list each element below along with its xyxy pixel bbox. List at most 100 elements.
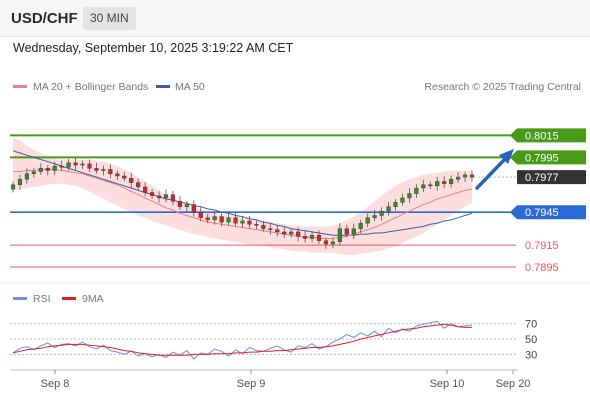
candle-body [59,165,64,168]
candle-body [407,193,412,199]
header-bar: USD/CHF 30 MIN [0,0,590,37]
candle-body [108,169,113,175]
candle-body [254,224,259,226]
candle-body [261,225,266,229]
candle-body [456,176,461,180]
candle-body [80,163,85,166]
level-label: 0.7945 [525,207,559,219]
ma20-legend-label: MA 20 + Bollinger Bands [33,81,148,93]
candle-body [462,174,468,178]
candle-body [449,179,454,184]
candle-body [31,171,36,175]
candle-body [233,217,238,224]
candle-body [358,222,363,229]
candlesticks [10,157,475,249]
candle-body [386,206,391,212]
x-tick-label: Sep 20 [496,378,531,390]
candle-body [24,173,29,180]
candle-body [17,179,23,185]
candle-body [73,162,78,166]
candle-body [421,184,426,189]
x-axis: Sep 8 Sep 9 Sep 10 Sep 20 [41,370,531,390]
rsi-ma-legend-swatch [62,297,76,300]
rsi-lines [12,320,473,360]
ma20-legend-swatch [13,85,27,88]
level-label: 0.7995 [525,152,559,164]
rsi-ma-line [12,323,472,356]
price-levels [10,134,516,268]
ma50-legend-swatch [156,85,170,88]
candle-body [219,216,224,223]
x-tick-label: Sep 8 [41,378,70,390]
candle-body [115,173,120,177]
candle-body [94,168,99,171]
green-level-tag [510,128,586,143]
candle-body [428,184,433,187]
forecast-arrow-icon [475,149,514,190]
candle-body [38,168,43,172]
symbol-label: USD/CHF [11,10,78,27]
candle-body [45,168,50,171]
candle-body [66,162,71,168]
candle-body [198,211,203,218]
bollinger-bands [13,137,472,255]
candle-body [191,204,196,213]
rsi-tick-label: 50 [525,334,537,346]
candle-body [205,217,210,221]
candle-body [177,201,182,207]
candle-body [435,181,440,187]
rsi-ma-legend-label: 9MA [82,293,104,305]
candle-body [379,210,384,216]
rsi-line [12,320,473,360]
candle-body [163,194,169,199]
x-tick-label: Sep 9 [237,378,266,390]
candle-body [136,182,141,188]
candle-body [122,175,127,179]
ma50-legend-label: MA 50 [175,81,205,93]
x-tick-label: Sep 10 [430,378,465,390]
rsi-legend-swatch [13,297,27,300]
rsi-tick-label: 30 [525,349,537,361]
candle-body [323,240,329,245]
credit-label: Research © 2025 Trading Central [424,81,581,93]
candle-body [400,197,405,203]
level-label: 0.8015 [525,130,559,142]
level-label: 0.7895 [525,262,559,274]
candle-body [372,215,377,218]
candle-body [129,177,134,183]
candle-body [156,195,162,199]
green-level-tag [510,150,586,165]
candle-body [316,235,322,241]
candle-body [10,184,16,190]
candle-body [282,231,287,235]
candle-body [393,202,398,207]
candle-body [309,235,315,239]
candle-body [330,241,335,245]
bollinger-band-area [13,137,472,255]
candle-body [414,187,419,194]
rsi-legend-label: RSI [33,293,51,305]
candle-body [184,204,189,207]
candle-body [240,220,245,224]
candle-body [351,228,356,235]
candle-body [337,228,342,243]
level-label: 0.7915 [525,240,559,252]
current-price-tag [517,170,586,185]
candle-body [101,169,106,171]
candle-body [442,181,447,184]
candle-body [212,216,217,221]
candle-body [275,229,280,233]
ma50-line [12,150,473,236]
candle-body [289,231,294,235]
rsi-grid: 70 50 30 [10,319,537,361]
candle-body [150,192,155,196]
current-price-label: 0.7977 [525,172,559,184]
candle-body [365,217,370,224]
timeframe-button[interactable]: 30 MIN [83,7,136,30]
candle-body [268,228,273,230]
candle-body [296,231,301,237]
candle-body [87,163,92,169]
blue-level-tag [510,205,586,220]
candle-body [303,236,308,239]
